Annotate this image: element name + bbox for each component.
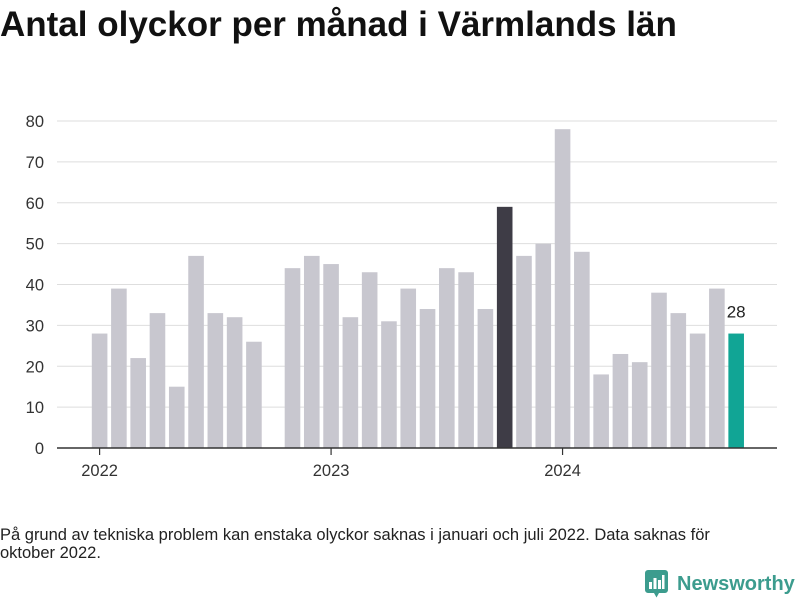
data-label-2024-10: 28 — [727, 303, 746, 322]
bar-2022-06 — [188, 255, 204, 448]
logo-bar — [658, 580, 661, 589]
bar-2022-11 — [284, 268, 301, 448]
bar-2022-07 — [207, 313, 224, 448]
brand-logo: Newsworthy — [645, 570, 795, 598]
gridlines — [57, 120, 777, 408]
logo-bar — [653, 578, 657, 589]
x-tick-label-2023: 2023 — [313, 462, 350, 480]
chart-title: Antal olyckor per månad i Värmlands län — [0, 5, 677, 44]
x-tick-label-2024: 2024 — [544, 462, 581, 480]
bar-2023-06 — [419, 309, 436, 448]
y-tick-label-0: 0 — [35, 440, 44, 458]
bar-2023-11 — [516, 255, 532, 448]
y-tick-label-40: 40 — [26, 277, 44, 295]
y-tick-label-80: 80 — [26, 113, 44, 131]
bar-2023-08 — [458, 272, 474, 448]
bar-2023-04 — [381, 321, 397, 448]
bar-2023-09 — [477, 309, 494, 448]
y-tick-label-60: 60 — [26, 195, 44, 213]
y-axis-tick-labels: 0 10 20 30 40 50 60 70 80 — [26, 113, 44, 458]
bar-2024-10 — [728, 333, 744, 448]
y-tick-label-20: 20 — [26, 358, 44, 376]
brand-name: Newsworthy — [677, 573, 795, 595]
bar-2023-02 — [342, 317, 359, 448]
bar-2024-08 — [689, 333, 706, 448]
bar-2023-10 — [496, 206, 513, 448]
logo-bar — [649, 582, 652, 589]
bar-2022-05 — [168, 386, 185, 448]
bar-2023-07 — [439, 268, 455, 448]
bar-2022-09 — [246, 341, 262, 448]
bar-2023-01 — [323, 264, 339, 448]
y-tick-label-50: 50 — [26, 236, 44, 254]
footnote: På grund av tekniska problem kan enstaka… — [0, 526, 710, 562]
bar-2024-03 — [593, 374, 609, 448]
bar-2024-07 — [670, 313, 687, 448]
bar-2024-04 — [612, 353, 629, 448]
bar-2022-08 — [226, 317, 243, 448]
bar-2024-02 — [574, 251, 590, 448]
y-tick-label-30: 30 — [26, 317, 44, 335]
bar-2022-02 — [111, 288, 127, 448]
bar-2022-03 — [130, 358, 146, 448]
bar-2023-05 — [400, 288, 417, 448]
data-labels: 28 — [727, 303, 746, 322]
logo-bar — [662, 575, 665, 589]
newsworthy-logo-icon — [645, 570, 668, 598]
bar-2024-01 — [554, 129, 571, 448]
bar-2024-09 — [709, 288, 725, 448]
bars — [91, 129, 744, 449]
y-tick-label-10: 10 — [26, 399, 44, 417]
bar-2022-12 — [303, 255, 320, 448]
bar-2023-03 — [361, 272, 378, 448]
bar-2022-04 — [149, 313, 166, 448]
bar-2022-01 — [91, 333, 108, 448]
y-tick-label-70: 70 — [26, 154, 44, 172]
x-tick-label-2022: 2022 — [81, 462, 118, 480]
bar-2023-12 — [535, 243, 552, 449]
bar-2024-05 — [631, 362, 648, 448]
bar-2024-06 — [651, 292, 667, 448]
x-axis: 2022 2023 2024 — [57, 447, 777, 480]
